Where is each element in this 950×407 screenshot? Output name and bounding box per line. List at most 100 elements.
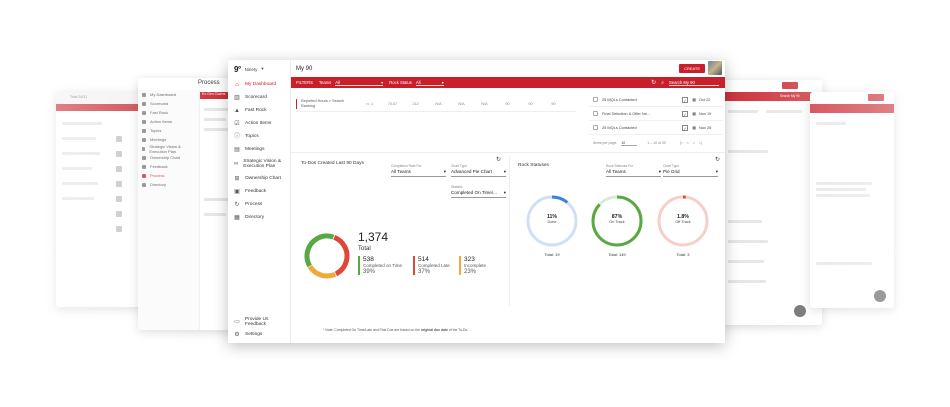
comment-icon: ▭ bbox=[234, 318, 240, 325]
search-input[interactable]: Search My 90 bbox=[669, 80, 719, 86]
refresh-icon: ↻ bbox=[234, 201, 240, 208]
org-name: Ninety bbox=[244, 66, 258, 72]
next-page-icon[interactable]: > bbox=[692, 141, 695, 145]
background-panel-process: Process Ex Gen Claims My Dashboard Scorec… bbox=[138, 78, 238, 330]
placeholder-avatar bbox=[116, 196, 122, 202]
background-panel-far-right bbox=[810, 92, 894, 308]
prev-page-icon[interactable]: < bbox=[686, 141, 689, 145]
placeholder-line bbox=[728, 150, 768, 153]
org-switcher[interactable]: 9° Ninety ▾ bbox=[228, 60, 290, 78]
measurable-cell[interactable]: 90 bbox=[528, 101, 533, 106]
checkbox-icon: ☑ bbox=[234, 120, 240, 127]
completion-rate-select[interactable]: Completion Rate For All Teams ▾ bbox=[391, 164, 446, 177]
rock-circle-label: 1.8% Off Track bbox=[656, 214, 710, 224]
background-panel-header bbox=[810, 92, 894, 104]
measurable-cell[interactable]: >= 1 bbox=[365, 101, 374, 106]
todo-checkbox[interactable] bbox=[593, 111, 598, 116]
rock-status-filter[interactable]: Rock Status All ▾ bbox=[389, 80, 444, 86]
sidebar-item-label: Ownership Chart bbox=[245, 176, 281, 181]
todo-checkbox[interactable] bbox=[593, 125, 598, 130]
todos-note: * Note: Completed On Time/Late and Past … bbox=[323, 328, 468, 332]
chevron-down-icon: ▾ bbox=[503, 190, 506, 195]
placeholder-avatar bbox=[116, 136, 122, 142]
user-avatar[interactable] bbox=[708, 61, 722, 75]
measurable-cell[interactable]: N/A bbox=[458, 101, 465, 106]
todo-stat-incomplete: 323 Incomplete 23% bbox=[459, 256, 486, 275]
nav-icon bbox=[142, 101, 146, 106]
todos-total-value: 1,374 bbox=[358, 230, 389, 244]
rock-status-filter-value: All bbox=[415, 79, 421, 85]
last-page-icon[interactable]: >| bbox=[698, 141, 702, 145]
teams-filter-label: Teams bbox=[318, 80, 332, 85]
ghost-sidebar-item: Directory bbox=[138, 180, 199, 189]
rock-status-for-select[interactable]: Rock Statuses For All Teams ▾ bbox=[606, 164, 661, 177]
chart-type-select[interactable]: Chart Type Advanced Pie Chart ▾ bbox=[451, 164, 506, 177]
items-per-page-select[interactable]: 10 bbox=[621, 141, 638, 146]
rock-circle-off-track-chart bbox=[657, 195, 709, 247]
help-fab bbox=[794, 305, 806, 317]
sidebar-item-label: Topics bbox=[245, 134, 259, 139]
sidebar-item-feedback[interactable]: ▣ Feedback bbox=[228, 185, 290, 198]
create-button[interactable]: CREATE bbox=[679, 64, 705, 73]
ghost-sidebar-label: Fast Rock bbox=[150, 110, 169, 115]
directory-icon: ▦ bbox=[234, 214, 240, 221]
refresh-icon[interactable]: ↻ bbox=[715, 157, 721, 163]
ghost-sidebar-item: Process bbox=[138, 171, 199, 180]
sidebar-item-settings[interactable]: ⚙ Settings bbox=[228, 328, 290, 341]
first-page-icon[interactable]: |< bbox=[679, 141, 683, 145]
ghost-sidebar-label: Directory bbox=[150, 182, 167, 187]
measurable-cell[interactable]: N/A bbox=[435, 101, 442, 106]
refresh-icon[interactable]: ↻ bbox=[496, 157, 502, 163]
todo-title: 25 MQLs Contacted bbox=[602, 125, 637, 130]
sidebar-nav: ⌂ My Dashboard ▥ Scorecard ▲ Fast Rock ☑ Action… bbox=[228, 78, 290, 224]
check-icon[interactable]: ✓ bbox=[682, 124, 689, 131]
placeholder-line bbox=[204, 108, 230, 111]
todo-stat-completed-on-time: 538 Completed on Time 39% bbox=[358, 256, 402, 275]
chat-icon: ▤ bbox=[234, 146, 240, 153]
background-panel-data: Total 24/31 bbox=[56, 92, 148, 307]
sidebar-item-directory[interactable]: ▦ Directory bbox=[228, 211, 290, 224]
note-suffix: of the To-Do. bbox=[447, 328, 469, 332]
sidebar-item-ownership-chart[interactable]: ⊞ Ownership Chart bbox=[228, 172, 290, 185]
sidebar-item-provide-us-feedback[interactable]: ▭ Provide Us Feedback bbox=[228, 315, 290, 328]
filter-bar-actions: ↻ ⌕ Search My 90 bbox=[651, 79, 719, 86]
rock-circle-label: 87% On Track bbox=[590, 214, 644, 224]
calendar-icon: ▦ bbox=[692, 125, 696, 130]
sidebar-item-scorecard[interactable]: ▥ Scorecard bbox=[228, 91, 290, 104]
calendar-icon: ▦ bbox=[692, 111, 696, 116]
measurable-cell[interactable]: 90 bbox=[505, 101, 510, 106]
ninety-logo: 9° bbox=[234, 64, 241, 74]
sidebar: 9° Ninety ▾ ⌂ My Dashboard ▥ Scorecard ▲ Fast… bbox=[228, 60, 291, 343]
todo-checkbox[interactable] bbox=[593, 97, 598, 102]
todo-row[interactable]: Final Selection & Offer Ne... ✓ ▦ Nov 19 bbox=[589, 107, 723, 121]
sidebar-item-meetings[interactable]: ▤ Meetings bbox=[228, 143, 290, 156]
measurable-row[interactable]: Reported Hours > Search Ranking >= 1 70.6… bbox=[296, 96, 576, 112]
check-icon[interactable]: ✓ bbox=[682, 110, 689, 117]
main-content: My 90 CREATE FILTERS Teams All ▾ Rock Sta… bbox=[291, 60, 725, 343]
measurable-cell[interactable]: 90 bbox=[551, 101, 556, 106]
filters-label: FILTERS bbox=[296, 80, 313, 85]
sidebar-item-fast-rock[interactable]: ▲ Fast Rock bbox=[228, 104, 290, 117]
sidebar-item-process[interactable]: ↻ Process bbox=[228, 198, 290, 211]
sidebar-item-strategic-vision-execution-plan[interactable]: ∞ Strategic Vision & Execution Plan bbox=[228, 156, 290, 172]
process-title: Process bbox=[198, 80, 220, 86]
measurable-cell[interactable]: 70.67 bbox=[387, 101, 398, 106]
rocks-chart-type-select[interactable]: Chart Type Pie Grid ▾ bbox=[663, 164, 718, 177]
todo-row[interactable]: 25 MQLs Contacted ✓ ▦ Nov 26 bbox=[589, 121, 723, 135]
teams-filter[interactable]: Teams All ▾ bbox=[318, 80, 384, 86]
check-icon[interactable]: ✓ bbox=[682, 96, 689, 103]
filter-bar: FILTERS Teams All ▾ Rock Status All ▾ ↻ ⌕ … bbox=[291, 77, 725, 88]
placeholder-line bbox=[728, 280, 766, 283]
measurable-cell[interactable]: 212 bbox=[412, 101, 419, 106]
sidebar-item-topics[interactable]: ⓘ Topics bbox=[228, 130, 290, 143]
statistic-select[interactable]: Statistic Completed On Time/... ▾ bbox=[451, 185, 506, 198]
todo-row[interactable]: 25 MQLs Contacted ✓ ▦ Oct 22 bbox=[589, 93, 723, 107]
refresh-icon[interactable]: ↻ bbox=[651, 80, 657, 86]
nav-icon bbox=[142, 182, 146, 187]
sidebar-item-action-items[interactable]: ☑ Action Items bbox=[228, 117, 290, 130]
measurable-cell[interactable]: N/A bbox=[481, 101, 488, 106]
rocks-chart-title: Rock Statuses bbox=[518, 163, 549, 168]
chevron-down-icon: ▾ bbox=[658, 169, 661, 174]
ghost-sidebar-label: Action Items bbox=[150, 119, 173, 124]
sidebar-item-my-dashboard[interactable]: ⌂ My Dashboard bbox=[228, 78, 290, 91]
